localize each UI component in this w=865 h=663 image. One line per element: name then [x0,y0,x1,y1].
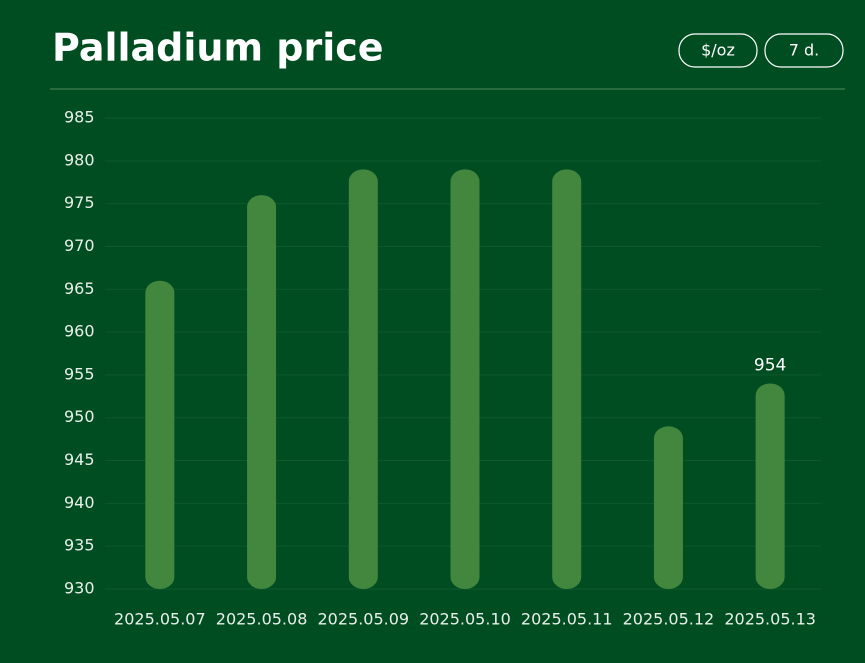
button-label[interactable]: 7 d. [789,41,820,60]
bar [755,383,785,589]
x-tick-label: 2025.05.11 [521,610,613,629]
x-tick-label: 2025.05.09 [317,610,409,629]
y-tick-label: 945 [64,450,95,469]
x-tick-label: 2025.05.07 [114,610,206,629]
bar [552,169,582,589]
data-label: 954 [754,355,786,375]
y-tick-label: 980 [64,150,95,169]
y-tick-label: 970 [64,236,95,255]
button-frame[interactable] [764,33,844,68]
bar [653,426,683,589]
y-tick-label: 935 [64,536,95,555]
bar [145,280,175,589]
button-frame[interactable] [678,33,758,68]
bar [450,169,480,589]
y-tick-label: 965 [64,279,95,298]
y-tick-label: 975 [64,193,95,212]
button-label[interactable]: $/oz [701,41,735,60]
y-tick-label: 950 [64,407,95,426]
bar [348,169,378,589]
chart-title: Palladium price [52,26,384,70]
y-tick-label: 930 [64,579,95,598]
y-tick-label: 940 [64,493,95,512]
bar [247,195,277,589]
x-tick-label: 2025.05.10 [419,610,511,629]
x-tick-label: 2025.05.12 [623,610,715,629]
y-tick-label: 960 [64,322,95,341]
y-tick-label: 955 [64,364,95,383]
x-tick-label: 2025.05.08 [216,610,308,629]
unit-button[interactable]: $/oz [678,33,758,68]
period-button[interactable]: 7 d. [764,33,844,68]
x-tick-label: 2025.05.13 [724,610,816,629]
y-tick-label: 985 [64,108,95,127]
